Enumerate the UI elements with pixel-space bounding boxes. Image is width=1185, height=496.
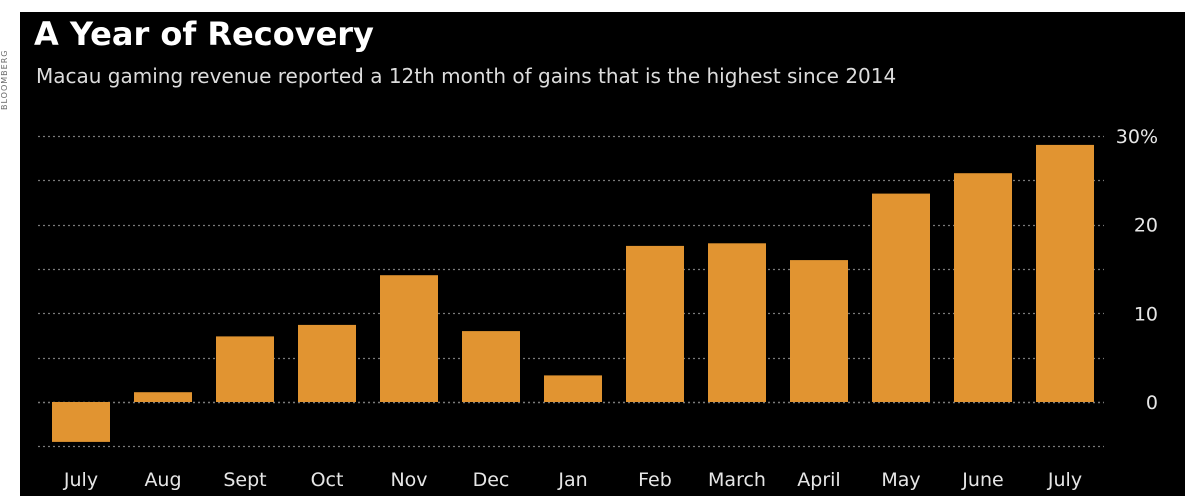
x-tick-label: Dec [473, 469, 510, 491]
bar-march-8 [708, 243, 766, 402]
bar-sept-2 [216, 336, 274, 402]
bar-jan-6 [544, 375, 602, 402]
x-tick-label: Nov [390, 469, 427, 491]
x-tick-label: Jan [557, 469, 587, 491]
x-tick-label: May [881, 469, 920, 491]
x-tick-label: Sept [223, 469, 266, 491]
x-tick-label: June [961, 469, 1003, 491]
bar-april-9 [790, 260, 848, 402]
bar-aug-1 [134, 392, 192, 402]
bar-nov-4 [380, 275, 438, 402]
bar-oct-3 [298, 324, 356, 402]
x-tick-label: March [708, 469, 766, 491]
bar-dec-5 [462, 331, 520, 402]
x-tick-label: Feb [638, 469, 672, 491]
x-tick-label: July [63, 469, 98, 491]
x-tick-label: April [797, 469, 840, 491]
x-axis-labels: July Aug Sept Oct Nov Dec Jan Feb March April May J… [63, 469, 1082, 491]
bar-june-11 [954, 173, 1012, 402]
x-tick-label: Aug [144, 469, 181, 491]
y-tick-label: 0 [1146, 392, 1158, 414]
bar-july-12 [1036, 144, 1094, 402]
bar-feb-7 [626, 245, 684, 402]
bar-july-0 [52, 402, 110, 442]
y-tick-label: 20 [1134, 215, 1158, 237]
bar-may-10 [872, 193, 930, 402]
y-tick-label: 10 [1134, 303, 1158, 325]
y-axis-labels: 0 10 20 30% [1116, 126, 1158, 414]
chart-title: A Year of Recovery [34, 15, 374, 53]
y-tick-label: 30% [1116, 126, 1158, 148]
x-tick-label: Oct [311, 469, 344, 491]
x-tick-label: July [1047, 469, 1082, 491]
bars [52, 144, 1094, 442]
chart-subtitle: Macau gaming revenue reported a 12th mon… [36, 64, 897, 88]
